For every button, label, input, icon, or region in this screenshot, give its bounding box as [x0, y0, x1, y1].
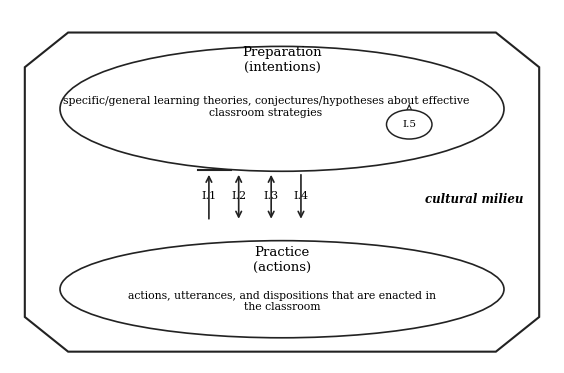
Text: actions, utterances, and dispositions that are enacted in
the classroom: actions, utterances, and dispositions th… [128, 291, 436, 312]
Text: cultural milieu: cultural milieu [425, 192, 523, 206]
Text: Practice
(actions): Practice (actions) [253, 246, 311, 274]
Text: I.4: I.4 [293, 191, 309, 201]
Text: I.2: I.2 [231, 191, 246, 201]
Text: I.3: I.3 [263, 191, 279, 201]
Text: I.5: I.5 [402, 120, 416, 129]
Text: Preparation
(intentions): Preparation (intentions) [242, 46, 322, 74]
Text: I.1: I.1 [201, 191, 217, 201]
Text: specific/general learning theories, conjectures/hypotheses about effective
class: specific/general learning theories, conj… [63, 96, 469, 118]
